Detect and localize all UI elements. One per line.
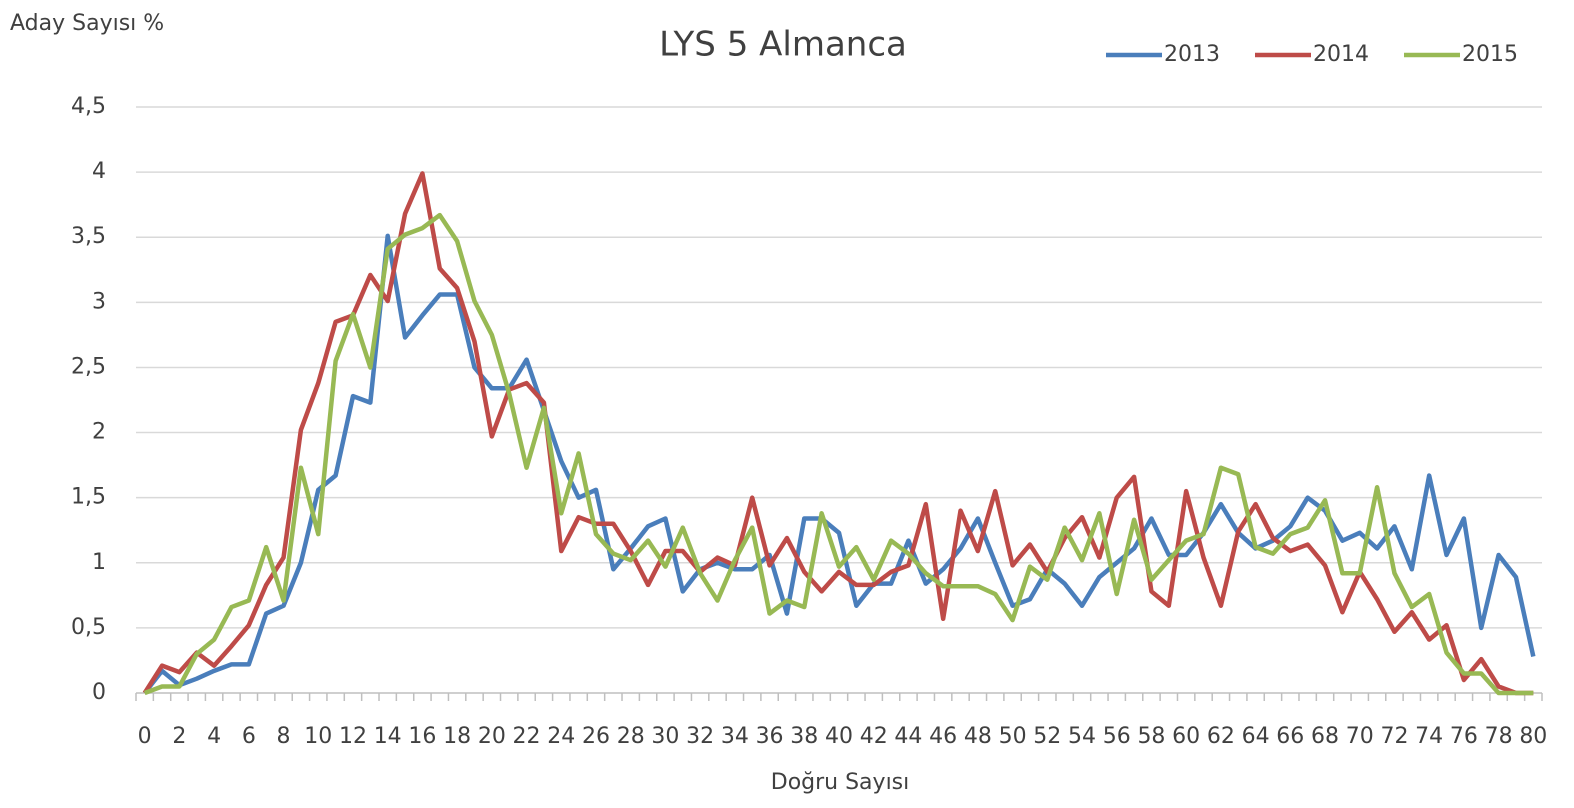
x-tick-label: 34: [721, 724, 749, 749]
x-tick-label: 74: [1415, 724, 1443, 749]
x-tick-label: 60: [1172, 724, 1200, 749]
x-tick-label: 52: [1033, 724, 1061, 749]
line-series: [142, 233, 1536, 695]
x-axis-title: Doğru Sayısı: [771, 770, 910, 795]
line-series: [142, 171, 1534, 696]
y-tick-label: 2,5: [71, 354, 106, 379]
x-tick-label: 38: [790, 724, 818, 749]
x-tick-label: 40: [825, 724, 853, 749]
x-tick-label: 80: [1519, 724, 1547, 749]
x-tick-label: 2: [172, 724, 186, 749]
y-tick-label: 0,5: [71, 615, 106, 640]
x-tick-label: 16: [408, 724, 436, 749]
x-tick-label: 18: [443, 724, 471, 749]
y-tick-label: 2: [92, 420, 106, 445]
x-tick-label: 58: [1137, 724, 1165, 749]
y-axis-title: Aday Sayısı %: [10, 11, 164, 36]
legend-label: 2013: [1164, 42, 1220, 67]
x-tick-label: 20: [478, 724, 506, 749]
x-tick-label: 24: [547, 724, 575, 749]
x-tick-label: 72: [1380, 724, 1408, 749]
x-tick-label: 54: [1068, 724, 1096, 749]
x-tick-label: 46: [929, 724, 957, 749]
legend-label: 2014: [1313, 42, 1369, 67]
x-tick-label: 6: [242, 724, 256, 749]
x-tick-label: 42: [860, 724, 888, 749]
x-tick-label: 76: [1450, 724, 1478, 749]
y-tick-label: 0: [92, 680, 106, 705]
x-tick-label: 50: [999, 724, 1027, 749]
x-tick-label: 64: [1242, 724, 1270, 749]
x-tick-label: 0: [138, 724, 152, 749]
x-tick-label: 48: [964, 724, 992, 749]
legend-label: 2015: [1462, 42, 1518, 67]
x-tick-label: 26: [582, 724, 610, 749]
x-tick-label: 70: [1346, 724, 1374, 749]
x-tick-label: 66: [1276, 724, 1304, 749]
x-tick-label: 44: [894, 724, 922, 749]
x-tick-label: 32: [686, 724, 714, 749]
x-tick-label: 28: [617, 724, 645, 749]
x-tick-label: 22: [513, 724, 541, 749]
y-tick-label: 3: [92, 289, 106, 314]
x-tick-label: 14: [374, 724, 402, 749]
y-tick-label: 3,5: [71, 224, 106, 249]
y-tick-label: 4,5: [71, 94, 106, 119]
x-tick-label: 10: [304, 724, 332, 749]
y-tick-label: 1,5: [71, 485, 106, 510]
x-tick-label: 62: [1207, 724, 1235, 749]
x-tick-label: 4: [207, 724, 221, 749]
x-tick-label: 12: [339, 724, 367, 749]
x-tick-label: 36: [756, 724, 784, 749]
line-series: [143, 212, 1534, 696]
x-tick-label: 8: [277, 724, 291, 749]
x-tick-label: 56: [1103, 724, 1131, 749]
x-tick-label: 30: [651, 724, 679, 749]
x-tick-label: 68: [1311, 724, 1339, 749]
chart-title: LYS 5 Almanca: [659, 25, 907, 65]
y-tick-label: 1: [92, 550, 106, 575]
x-tick-label: 78: [1485, 724, 1513, 749]
y-tick-label: 4: [92, 159, 106, 184]
